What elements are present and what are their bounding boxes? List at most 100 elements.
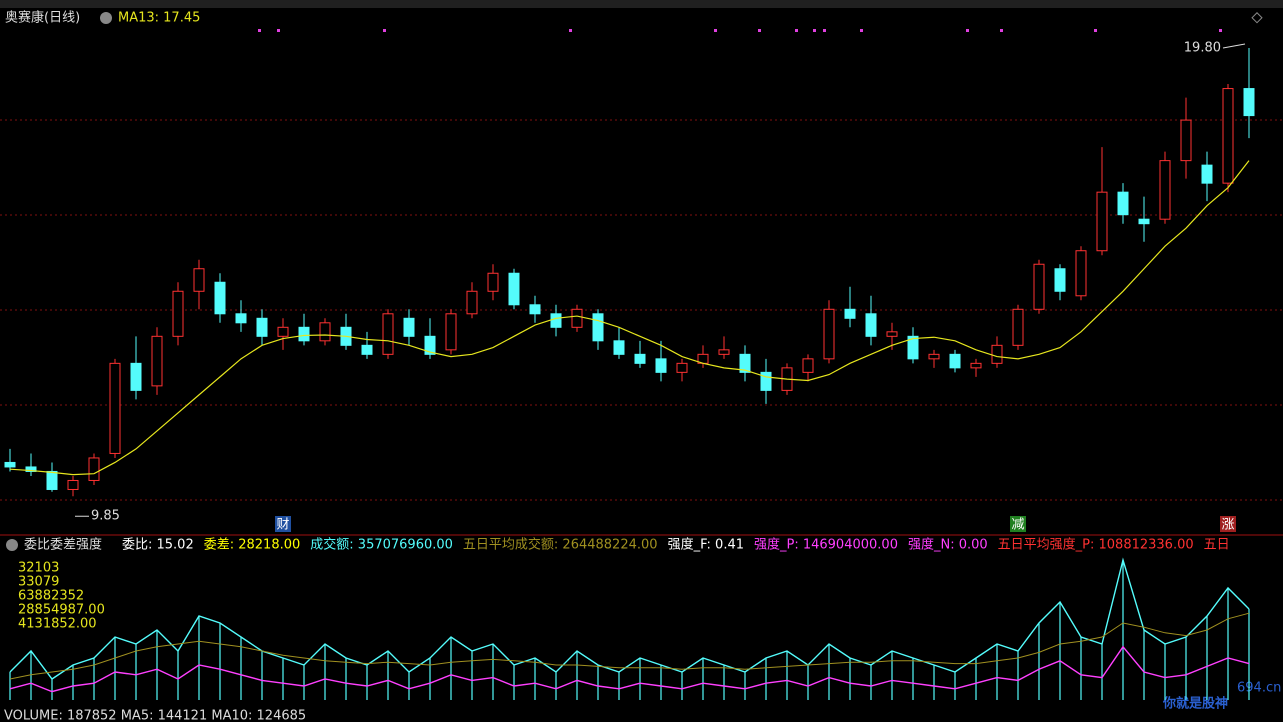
candle-body	[4, 461, 16, 468]
candle-body	[151, 335, 163, 387]
candle-body	[676, 362, 688, 373]
candle-body	[1117, 191, 1129, 216]
candle-body	[109, 362, 121, 454]
candle-body	[88, 457, 100, 481]
event-label: 减	[1011, 518, 1024, 533]
signal-dot	[258, 29, 261, 32]
signal-dot	[758, 29, 761, 32]
candle-body	[193, 268, 205, 292]
price-annotation: 19.80	[1184, 41, 1221, 56]
candle-body	[25, 466, 37, 472]
candle-body	[1222, 88, 1234, 184]
chart-title: 奥赛康(日线)	[5, 10, 80, 26]
candle-body	[382, 313, 394, 355]
candle-body	[613, 340, 625, 355]
signal-dot	[795, 29, 798, 32]
candle-body	[1243, 88, 1255, 117]
candle-body	[1138, 218, 1150, 225]
candle-body	[424, 335, 436, 355]
candle-body	[634, 353, 646, 364]
legend-entry: 强度_F: 0.41	[668, 537, 744, 553]
y-axis-label: 63882352	[18, 589, 84, 604]
signal-dot	[1094, 29, 1097, 32]
candle-body	[823, 308, 835, 360]
watermark-site: 694.cn	[1237, 681, 1281, 696]
y-axis-label: 28854987.00	[18, 603, 105, 618]
candle-body	[760, 371, 772, 391]
candle-body	[592, 313, 604, 342]
dropdown-icon[interactable]	[100, 12, 112, 24]
candle-body	[571, 308, 583, 328]
event-label: 财	[276, 518, 289, 533]
candle-body	[1054, 268, 1066, 292]
signal-dot	[569, 29, 572, 32]
volume-label: VOLUME: 187852 MA5: 144121 MA10: 124685	[4, 709, 306, 722]
legend-entry: 委比: 15.02	[122, 538, 194, 553]
candle-body	[844, 308, 856, 319]
candle-body	[67, 479, 79, 490]
legend-entry: 五日平均成交额: 264488224.00	[463, 537, 658, 553]
price-annotation: 9.85	[91, 509, 120, 524]
settings-icon[interactable]	[1251, 12, 1263, 24]
candle-body	[445, 313, 457, 351]
candle-body	[1201, 164, 1213, 184]
candle-body	[235, 313, 247, 324]
candle-body	[298, 326, 310, 342]
candle-body	[1096, 191, 1108, 252]
event-marker	[1220, 516, 1236, 532]
signal-dot	[1000, 29, 1003, 32]
annotation-arrow	[1222, 43, 1246, 49]
signal-dot	[383, 29, 386, 32]
signal-dot	[823, 29, 826, 32]
candle-body	[907, 335, 919, 360]
legend-entry: 强度_N: 0.00	[908, 537, 988, 553]
dropdown-icon[interactable]	[6, 539, 18, 551]
legend-entry: 五日平均强度_P: 108812336.00	[998, 537, 1194, 553]
event-label: 涨	[1221, 518, 1234, 533]
candle-body	[466, 290, 478, 315]
signal-dot	[860, 29, 863, 32]
menu-bar	[0, 0, 1283, 8]
candle-body	[277, 326, 289, 337]
watermark: 你就是股神	[1162, 696, 1228, 712]
candle-body	[214, 281, 226, 315]
ma-label: MA13: 17.45	[118, 11, 200, 26]
candle-body	[1180, 119, 1192, 162]
candle-body	[949, 353, 961, 369]
candle-body	[403, 317, 415, 337]
candle-body	[739, 353, 751, 373]
candle-body	[487, 272, 499, 292]
candle-body	[508, 272, 520, 306]
signal-dot	[813, 29, 816, 32]
indicator-line	[9, 557, 1250, 680]
y-axis-label: 4131852.00	[18, 617, 97, 632]
candle-body	[865, 313, 877, 337]
candle-body	[655, 358, 667, 373]
signal-dot	[966, 29, 969, 32]
candle-body	[718, 349, 730, 355]
indicator-title: 委比委差强度	[24, 537, 102, 553]
event-marker	[1010, 516, 1026, 532]
signal-dot	[1219, 29, 1222, 32]
candle-body	[802, 358, 814, 373]
candle-body	[970, 362, 982, 369]
indicator-line	[9, 612, 1250, 680]
y-axis-label: 32103	[18, 561, 59, 576]
candle-body	[172, 290, 184, 337]
candle-body	[928, 353, 940, 360]
candle-body	[550, 313, 562, 328]
y-axis-label: 33079	[18, 575, 59, 590]
candle-body	[319, 322, 331, 342]
legend-entry: 强度_P: 146904000.00	[754, 537, 898, 553]
signal-dot	[714, 29, 717, 32]
candle-body	[1012, 308, 1024, 346]
ma-line	[9, 160, 1250, 476]
legend-entry: 五日	[1204, 538, 1230, 553]
candle-body	[991, 344, 1003, 364]
indicator-line	[9, 645, 1250, 693]
candle-body	[46, 470, 58, 490]
candle-body	[1159, 160, 1171, 220]
candle-body	[1075, 250, 1087, 297]
candle-body	[130, 362, 142, 391]
